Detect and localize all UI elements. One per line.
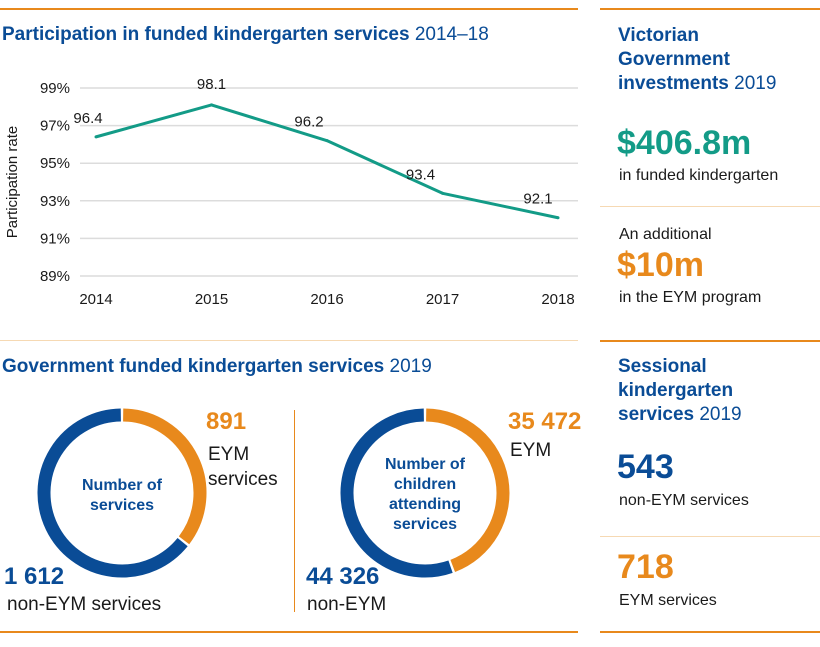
- y-tick-label: 97%: [40, 118, 70, 135]
- donut-separator: [294, 410, 295, 612]
- donut-charts: [37, 408, 510, 578]
- investment-amount-2: $10m: [617, 246, 704, 284]
- data-label: 96.2: [294, 114, 323, 131]
- investment-pre-2: An additional: [619, 226, 712, 243]
- donut2-eym-label: EYM: [510, 440, 552, 461]
- donut2-slice: [425, 408, 510, 572]
- sessional-value-2: 718: [617, 548, 674, 586]
- x-tick-label: 2016: [310, 291, 343, 308]
- donut1-slice: [37, 408, 188, 578]
- investments-title: Victorian Government investments 2019: [618, 24, 808, 96]
- donut2-noneym-label: non-EYM: [307, 594, 387, 615]
- x-tick-label: 2018: [541, 291, 574, 308]
- data-label: 98.1: [197, 76, 226, 93]
- data-point: [325, 139, 329, 143]
- services-title-text: Government funded kindergarten services: [2, 356, 385, 377]
- data-label: 96.4: [73, 110, 102, 127]
- sessional-title-year: 2019: [699, 404, 742, 425]
- donut2-noneym-value: 44 326: [306, 563, 380, 590]
- donut1-noneym-label: non-EYM services: [7, 594, 162, 615]
- sessional-title: Sessional kindergarten services 2019: [618, 355, 768, 427]
- sessional-value-1: 543: [617, 448, 674, 486]
- chart-title-text: Participation in funded kindergarten ser…: [2, 24, 410, 45]
- investment-amount-1: $406.8m: [617, 124, 752, 162]
- y-tick-label: 91%: [40, 230, 70, 247]
- data-point: [210, 103, 213, 107]
- y-tick-label: 89%: [40, 268, 70, 285]
- sessional-desc-2: EYM services: [619, 592, 717, 609]
- x-tick-label: 2015: [195, 291, 228, 308]
- sessional-title-text: Sessional kindergarten services: [618, 356, 734, 425]
- divider-top-left: [0, 8, 578, 10]
- data-point: [441, 191, 444, 195]
- x-tick-label: 2017: [426, 291, 459, 308]
- data-point: [556, 216, 560, 220]
- divider-bottom-left: [0, 631, 578, 633]
- divider-r3: [600, 536, 820, 537]
- sessional-desc-1: non-EYM services: [619, 492, 749, 509]
- chart-title: Participation in funded kindergarten ser…: [2, 24, 489, 46]
- investments-title-year: 2019: [734, 73, 777, 94]
- divider-r2: [600, 340, 820, 342]
- line-chart: 99% 97% 95% 93% 91% 89% 2014 2015 2016 2017 2018 Pa…: [4, 76, 578, 308]
- divider-r1: [600, 206, 820, 207]
- y-tick-label: 99%: [40, 80, 70, 97]
- donut2-eym-value: 35 472: [508, 408, 582, 435]
- investments-title-text: Victorian Government investments: [618, 25, 730, 94]
- services-title: Government funded kindergarten services …: [2, 356, 432, 378]
- y-axis-label: Participation rate: [4, 126, 21, 239]
- donut2-slice: [340, 408, 453, 578]
- divider-mid-left: [0, 340, 578, 341]
- divider-top-right: [600, 8, 820, 10]
- x-tick-label: 2014: [79, 291, 112, 308]
- donut1-center-label: Number of services: [82, 477, 162, 514]
- donut2-center-label: Number of children attending services: [385, 456, 465, 533]
- divider-r4: [600, 631, 820, 633]
- data-label: 93.4: [406, 166, 435, 183]
- donut1-eym-value: 891: [206, 408, 247, 435]
- services-title-year: 2019: [389, 356, 432, 377]
- chart-title-years: 2014–18: [414, 24, 489, 45]
- investment-desc-1: in funded kindergarten: [619, 167, 779, 184]
- investment-desc-2: in the EYM program: [619, 289, 762, 306]
- data-point: [94, 135, 98, 139]
- y-tick-label: 95%: [40, 155, 70, 172]
- data-label: 92.1: [523, 191, 552, 208]
- donut1-eym-label: EYM services: [208, 444, 278, 490]
- y-tick-label: 93%: [40, 193, 70, 210]
- donut1-slice: [122, 408, 207, 545]
- donut1-noneym-value: 1 612: [4, 563, 65, 590]
